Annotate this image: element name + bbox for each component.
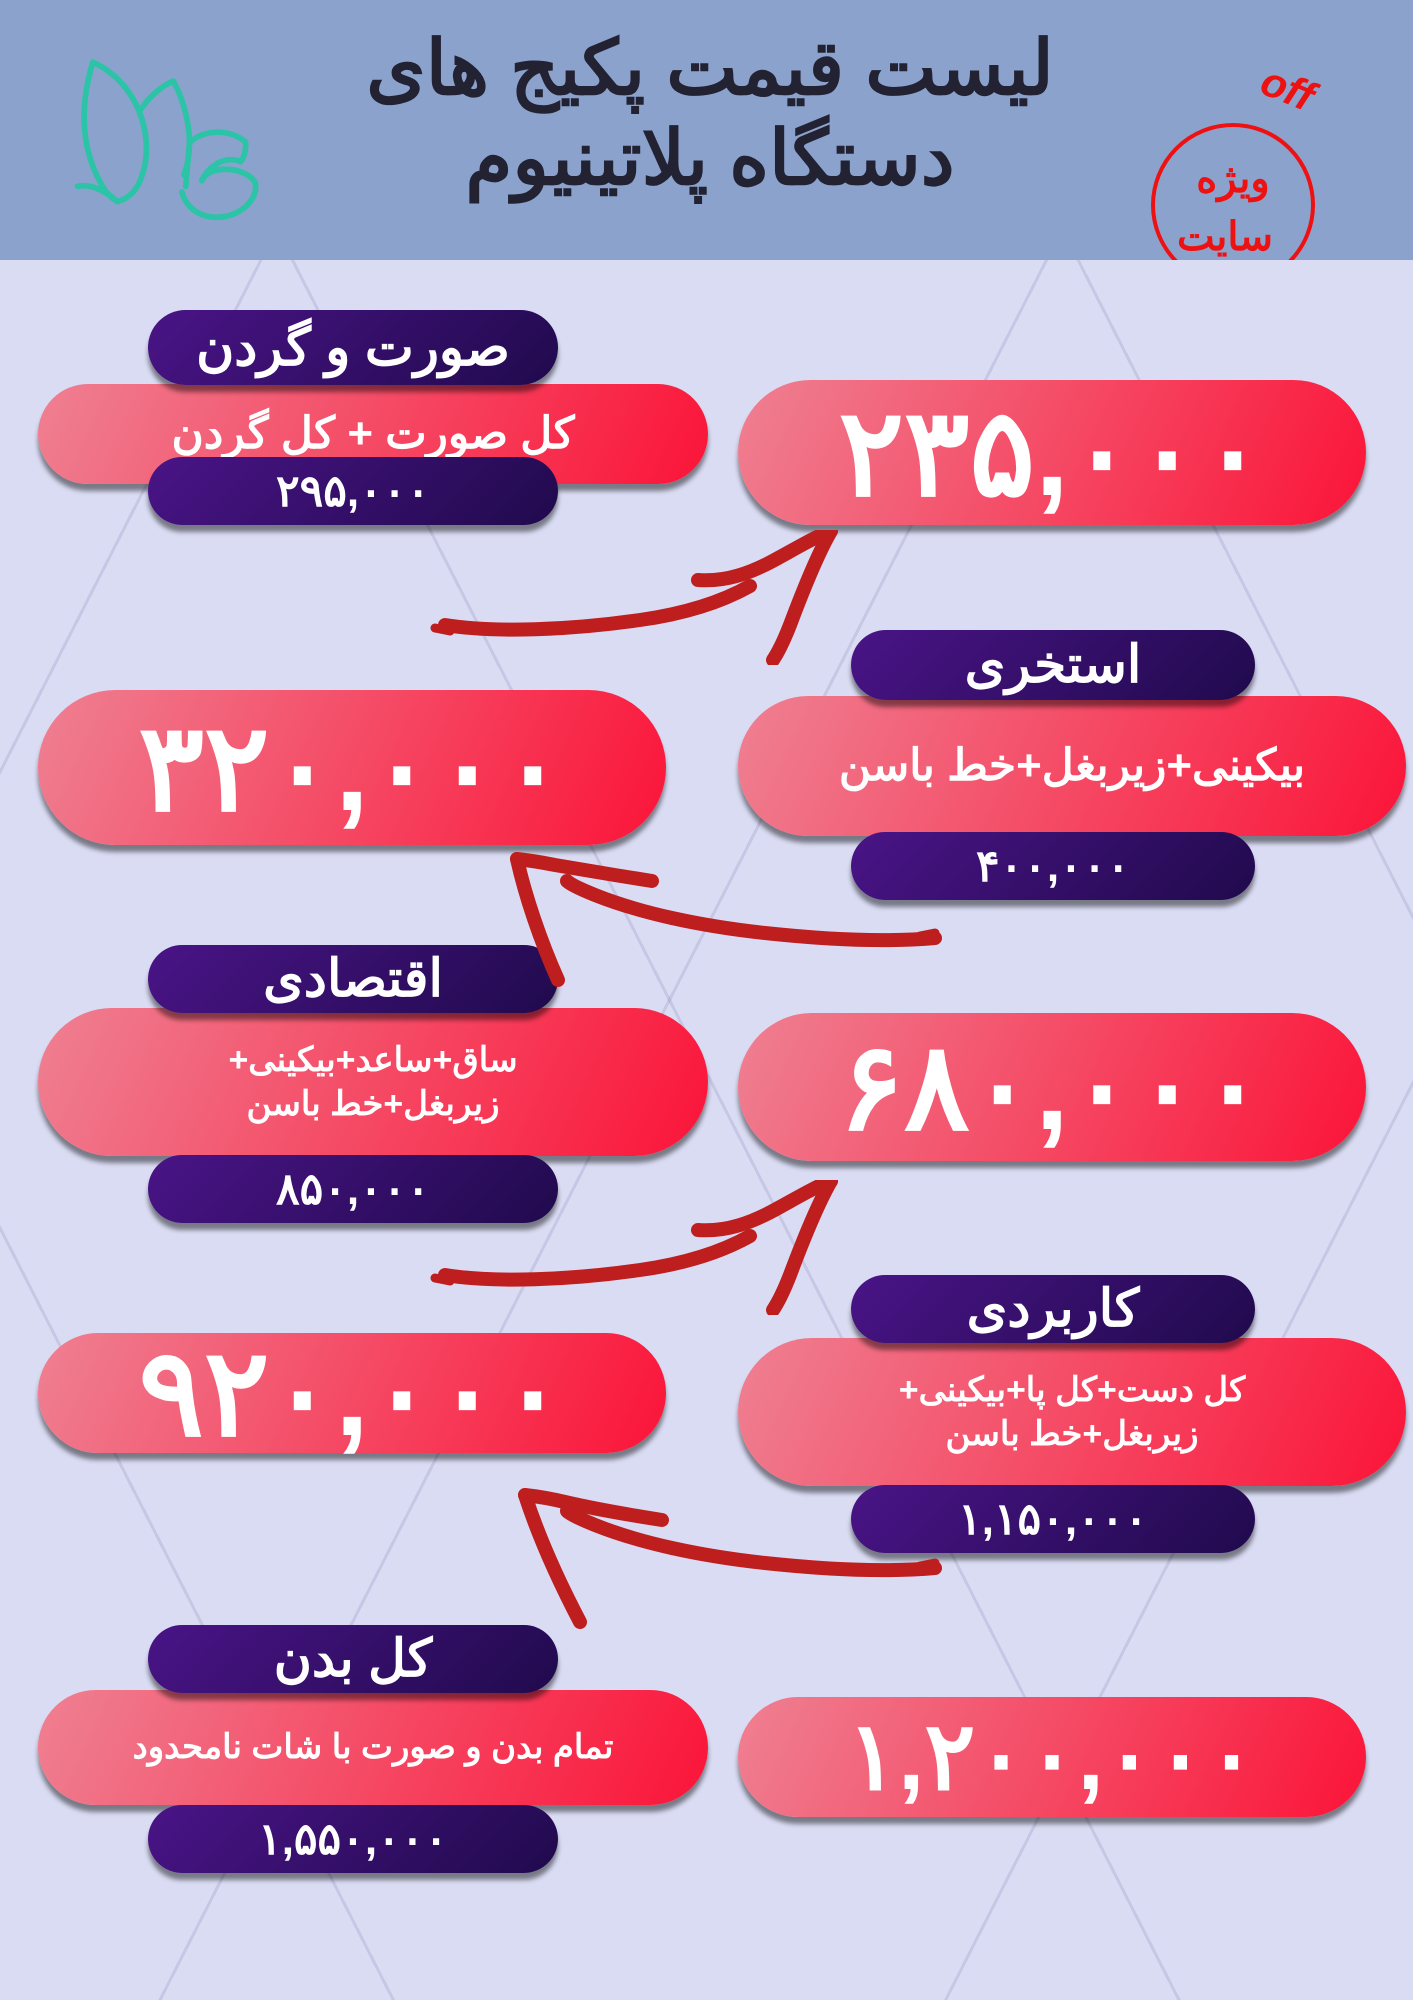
svg-text:ویژه: ویژه <box>1196 157 1269 203</box>
svg-text:سایت: سایت <box>1177 215 1273 259</box>
svg-text:off: off <box>1254 57 1324 122</box>
